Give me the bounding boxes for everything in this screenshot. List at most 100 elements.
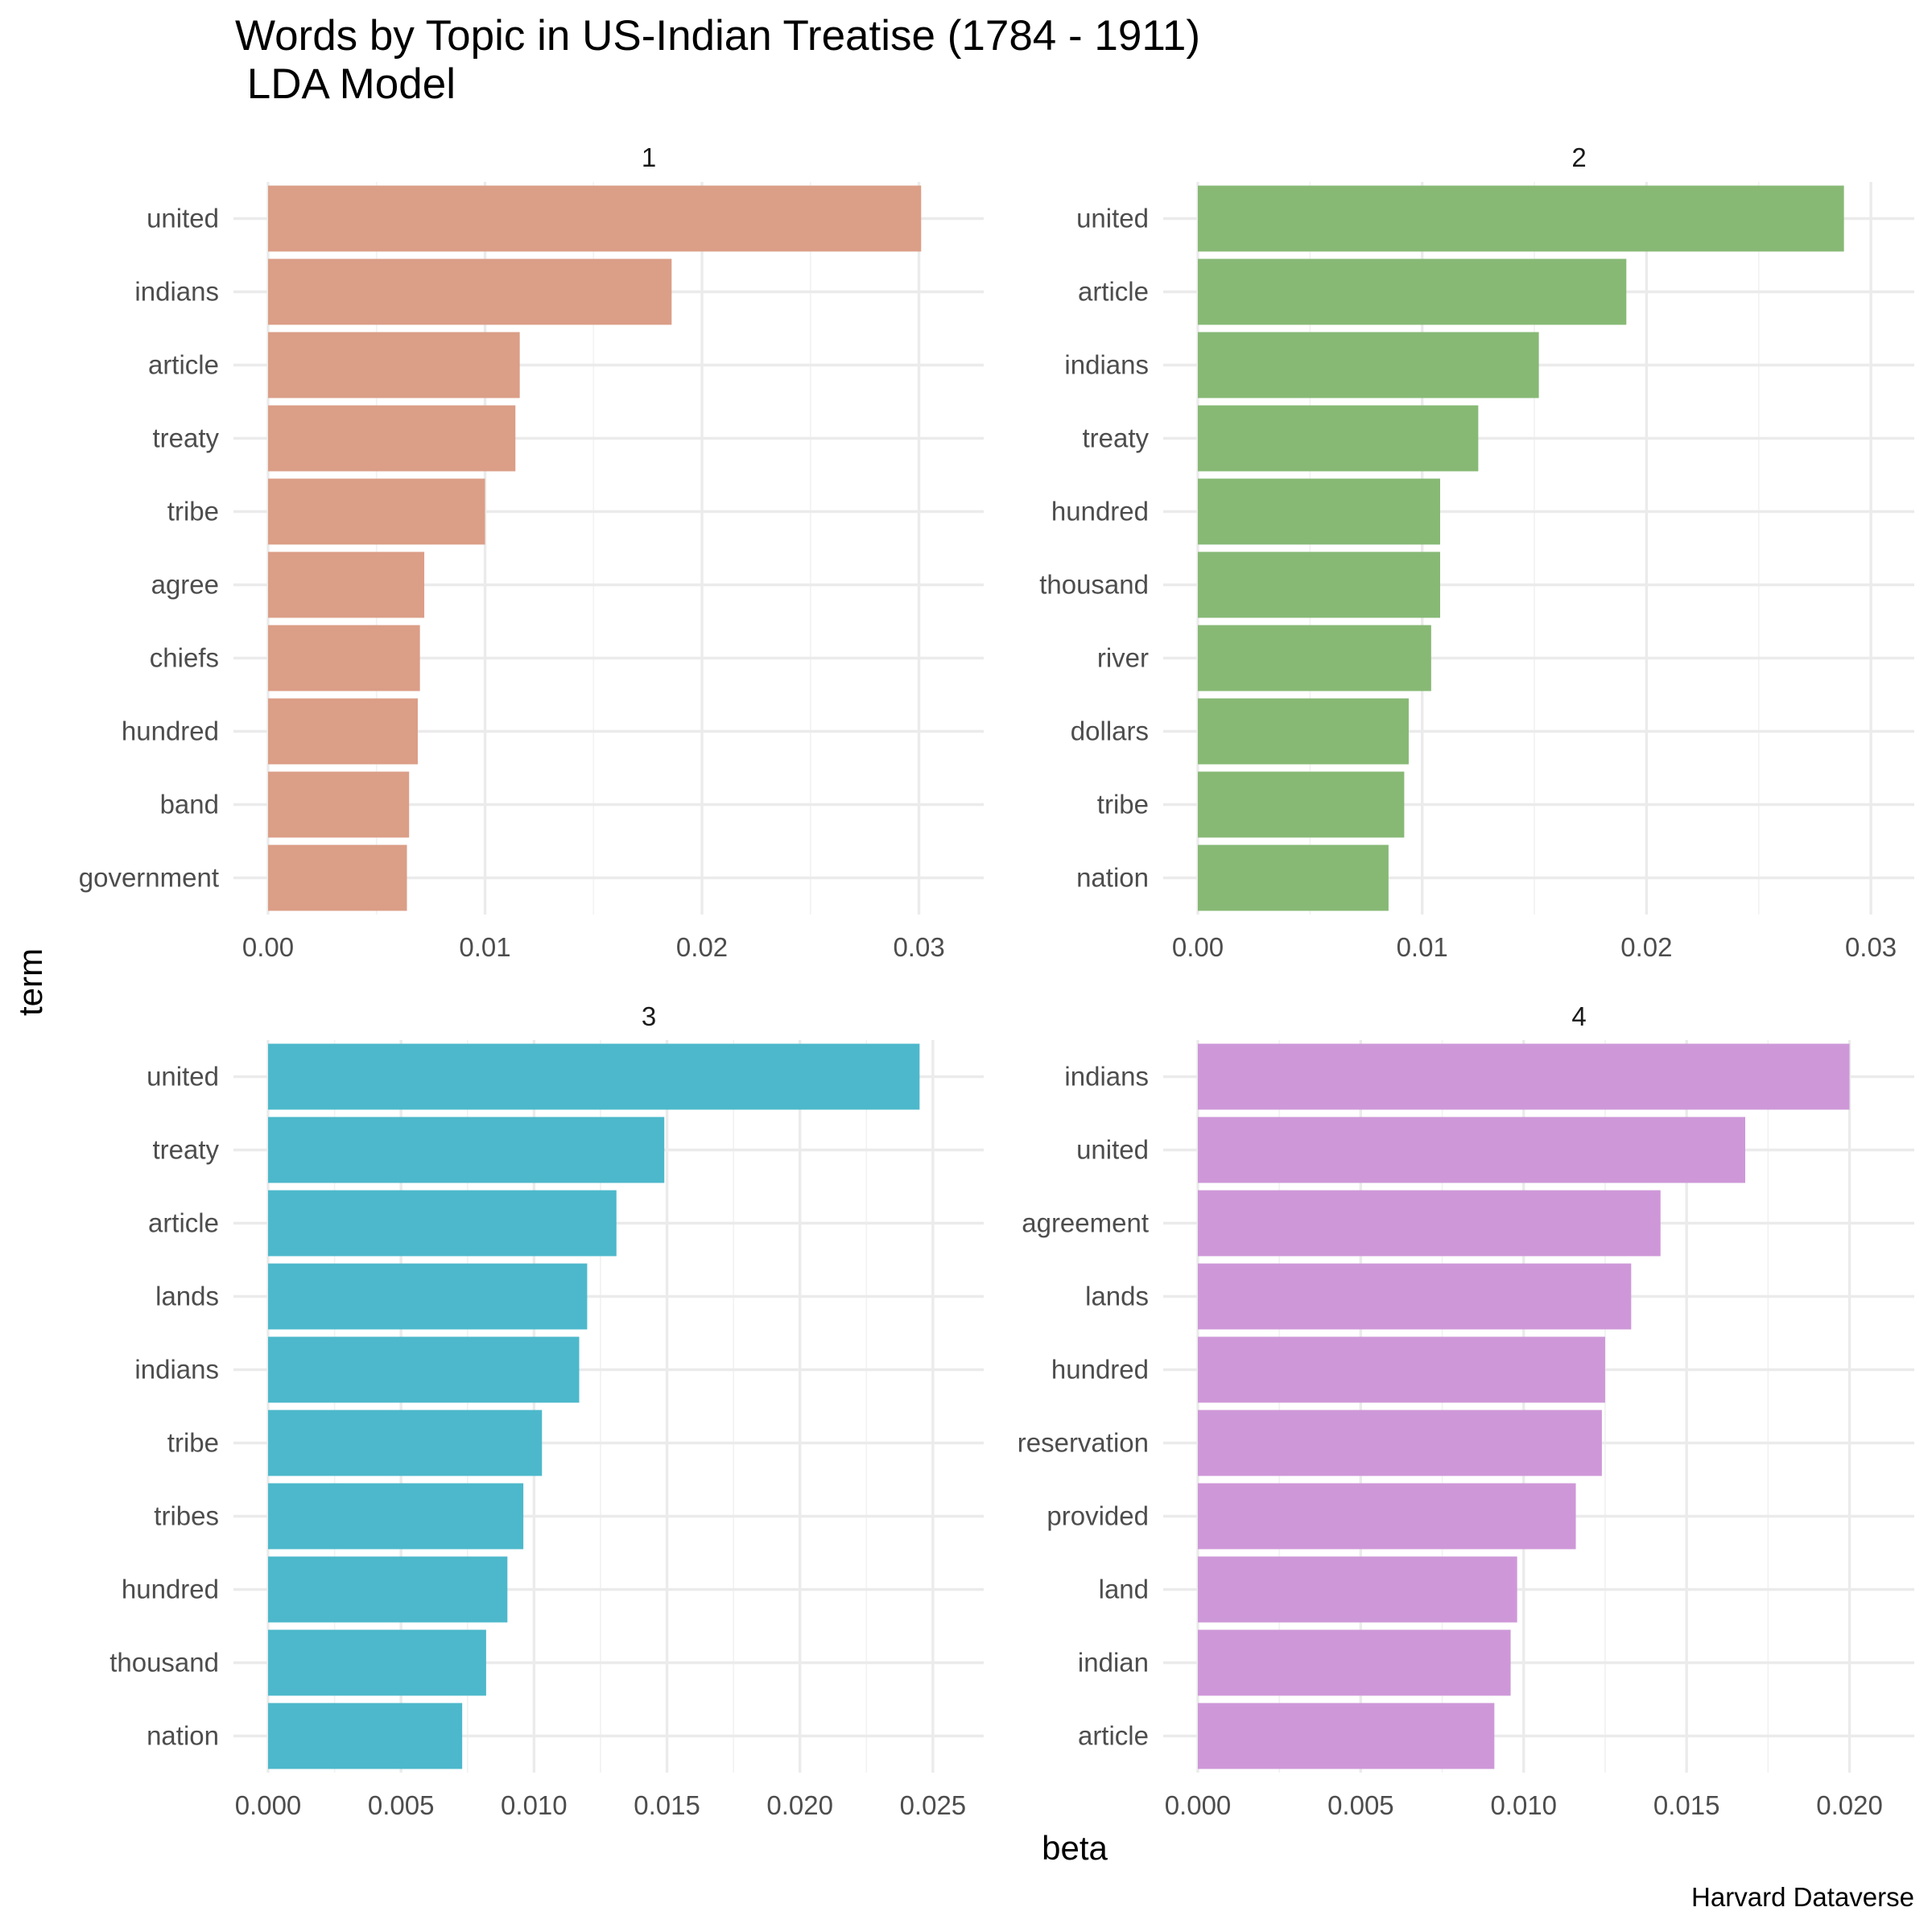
bar-united	[1198, 1117, 1745, 1183]
bar-tribe	[268, 478, 485, 545]
bar-government	[268, 844, 407, 911]
bar-united	[268, 1043, 920, 1110]
term-label: thousand	[109, 1648, 219, 1678]
term-label: indian	[1078, 1648, 1149, 1678]
bar-band	[268, 771, 410, 838]
bar-thousand	[1198, 551, 1440, 618]
bar-tribe	[268, 1410, 543, 1476]
bar-treaty	[1198, 405, 1479, 472]
facet-panel-1: 1 united indians article treaty tribe agree chi…	[79, 142, 984, 962]
facet-label: 1	[642, 142, 656, 172]
term-label: hundred	[122, 716, 219, 746]
term-label: nation	[147, 1721, 219, 1751]
x-tick-label: 0.005	[1327, 1790, 1394, 1820]
term-label: article	[148, 350, 219, 380]
bar-united	[268, 185, 922, 252]
bar-hundred	[1198, 478, 1440, 545]
term-label: united	[147, 1062, 219, 1092]
x-tick-label: 0.01	[1397, 932, 1448, 962]
bar-treaty	[268, 1117, 665, 1183]
term-label: lands	[155, 1282, 219, 1311]
x-tick-label: 0.03	[893, 932, 944, 962]
x-tick-label: 0.02	[1620, 932, 1672, 962]
bar-indians	[268, 258, 672, 325]
x-tick-label: 0.015	[1653, 1790, 1720, 1820]
term-label: tribe	[167, 1428, 219, 1458]
term-label: united	[1076, 204, 1149, 233]
bar-nation	[1198, 844, 1389, 911]
bar-lands	[1198, 1263, 1632, 1330]
term-label: land	[1099, 1575, 1149, 1604]
chart-subtitle: LDA Model	[235, 60, 456, 108]
term-label: agree	[151, 570, 219, 600]
bar-indians	[1198, 1043, 1850, 1110]
bar-tribes	[268, 1483, 524, 1550]
bar-land	[1198, 1556, 1517, 1623]
facet-label: 3	[642, 1001, 656, 1031]
bar-article	[1198, 1703, 1495, 1769]
bar-provided	[1198, 1483, 1576, 1550]
x-tick-label: 0.010	[1490, 1790, 1557, 1820]
facet-label: 2	[1571, 142, 1586, 172]
term-label: indians	[134, 1355, 219, 1385]
x-tick-label: 0.00	[242, 932, 294, 962]
term-label: article	[1078, 1721, 1149, 1751]
term-label: hundred	[1051, 1355, 1149, 1385]
bar-article	[268, 1190, 617, 1257]
term-label: treaty	[152, 1135, 219, 1165]
term-label: united	[147, 204, 219, 233]
term-label: article	[1078, 277, 1149, 307]
x-tick-label: 0.010	[501, 1790, 568, 1820]
x-tick-label: 0.015	[634, 1790, 700, 1820]
term-label: hundred	[122, 1575, 219, 1604]
term-label: article	[148, 1208, 219, 1238]
x-tick-label: 0.000	[235, 1790, 302, 1820]
term-label: indians	[1064, 1062, 1149, 1092]
bar-indians	[268, 1336, 580, 1403]
term-label: tribes	[154, 1501, 219, 1531]
x-tick-label: 0.020	[1816, 1790, 1883, 1820]
bar-tribe	[1198, 771, 1405, 838]
term-label: band	[160, 790, 219, 819]
term-label: treaty	[152, 423, 219, 453]
bar-thousand	[268, 1629, 486, 1696]
bar-chiefs	[268, 625, 420, 691]
term-label: reservation	[1018, 1428, 1149, 1458]
term-label: tribe	[1097, 790, 1149, 819]
facet-panel-2: 2 united article indians treaty hundred thousa…	[1039, 142, 1914, 962]
bar-hundred	[268, 1556, 508, 1623]
bar-river	[1198, 625, 1431, 691]
chart-title: Words by Topic in US-Indian Treatise (17…	[235, 12, 1200, 60]
bar-indians	[1198, 332, 1539, 398]
term-label: hundred	[1051, 497, 1149, 526]
term-label: tribe	[167, 497, 219, 526]
term-label: lands	[1085, 1282, 1149, 1311]
x-tick-label: 0.000	[1165, 1790, 1232, 1820]
term-label: agreement	[1022, 1208, 1149, 1238]
bar-hundred	[268, 698, 418, 765]
y-axis-title: term	[11, 948, 49, 1016]
x-tick-label: 0.00	[1172, 932, 1224, 962]
x-tick-label: 0.025	[900, 1790, 967, 1820]
facet-panel-4: 4 indians united agreement lands hundred reser…	[1018, 1001, 1914, 1820]
facet-panels: 1 united indians article treaty tribe agree chi…	[79, 142, 1914, 1820]
caption: Harvard Dataverse	[1691, 1882, 1914, 1912]
term-label: united	[1076, 1135, 1149, 1165]
term-label: chiefs	[150, 643, 219, 673]
bar-agree	[268, 551, 425, 618]
term-label: provided	[1046, 1501, 1149, 1531]
bar-article	[268, 332, 520, 398]
bar-hundred	[1198, 1336, 1605, 1403]
x-tick-label: 0.01	[459, 932, 510, 962]
term-label: indians	[134, 277, 219, 307]
x-tick-label: 0.02	[676, 932, 728, 962]
x-axis-title: beta	[1042, 1829, 1108, 1867]
term-label: nation	[1076, 863, 1149, 893]
facet-panel-3: 3 united treaty article lands indians tribe tri…	[109, 1001, 984, 1820]
bar-agreement	[1198, 1190, 1661, 1257]
bar-lands	[268, 1263, 588, 1330]
bar-article	[1198, 258, 1627, 325]
x-tick-label: 0.03	[1845, 932, 1897, 962]
term-label: thousand	[1039, 570, 1149, 600]
